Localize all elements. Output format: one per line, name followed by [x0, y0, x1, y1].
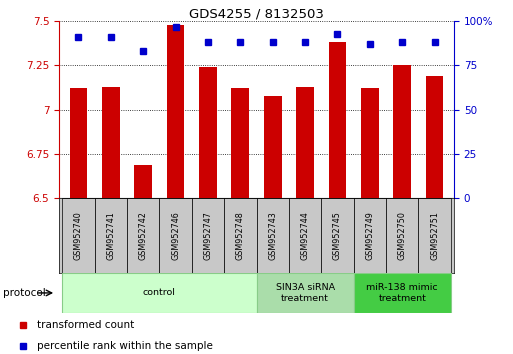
Bar	[160, 198, 192, 273]
Text: GSM952747: GSM952747	[204, 211, 212, 260]
Bar	[353, 273, 451, 313]
Text: protocol: protocol	[3, 288, 45, 298]
Bar	[361, 88, 379, 198]
Bar	[264, 96, 282, 198]
Bar	[256, 273, 353, 313]
Bar	[199, 67, 217, 198]
Text: GSM952744: GSM952744	[301, 211, 309, 260]
Text: GSM952750: GSM952750	[398, 211, 407, 260]
Bar	[296, 87, 314, 198]
Title: GDS4255 / 8132503: GDS4255 / 8132503	[189, 7, 324, 20]
Text: control: control	[143, 289, 176, 297]
Bar	[62, 273, 256, 313]
Bar	[224, 198, 256, 273]
Text: GSM952748: GSM952748	[236, 211, 245, 260]
Bar	[102, 87, 120, 198]
Bar	[353, 198, 386, 273]
Text: miR-138 mimic
treatment: miR-138 mimic treatment	[366, 283, 438, 303]
Text: percentile rank within the sample: percentile rank within the sample	[37, 341, 213, 351]
Bar	[321, 198, 353, 273]
Bar	[167, 25, 185, 198]
Bar	[419, 198, 451, 273]
Bar	[94, 198, 127, 273]
Bar	[70, 88, 87, 198]
Bar	[256, 198, 289, 273]
Bar	[134, 165, 152, 198]
Text: GSM952751: GSM952751	[430, 211, 439, 260]
Text: SIN3A siRNA
treatment: SIN3A siRNA treatment	[275, 283, 334, 303]
Text: transformed count: transformed count	[37, 320, 134, 330]
Text: GSM952745: GSM952745	[333, 211, 342, 260]
Bar	[127, 198, 160, 273]
Text: GSM952746: GSM952746	[171, 211, 180, 260]
Bar	[62, 198, 94, 273]
Bar	[386, 198, 419, 273]
Text: GSM952740: GSM952740	[74, 211, 83, 260]
Bar	[393, 65, 411, 198]
Text: GSM952742: GSM952742	[139, 211, 148, 260]
Bar	[328, 42, 346, 198]
Bar	[289, 198, 321, 273]
Text: GSM952749: GSM952749	[365, 211, 374, 260]
Text: GSM952743: GSM952743	[268, 211, 277, 260]
Bar	[192, 198, 224, 273]
Text: GSM952741: GSM952741	[106, 211, 115, 260]
Bar	[426, 76, 443, 198]
Bar	[231, 88, 249, 198]
